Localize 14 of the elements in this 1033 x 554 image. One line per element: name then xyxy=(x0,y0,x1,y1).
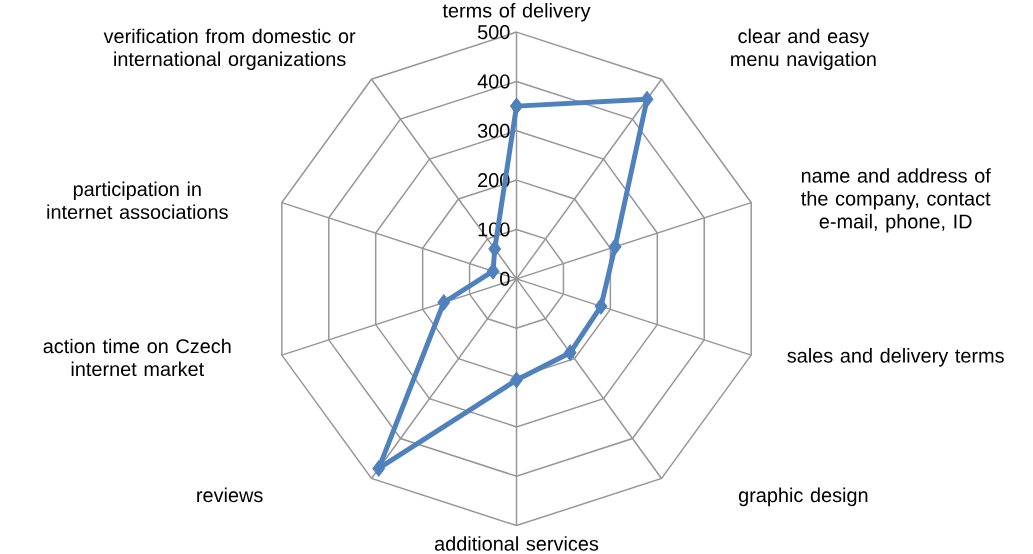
y-tick-label: 500 xyxy=(477,25,510,40)
spoke-label: action time on Czech internet market xyxy=(43,338,231,377)
y-tick-label: 0 xyxy=(500,271,510,286)
spoke-label: participation in internet associations xyxy=(47,181,228,220)
spoke-label: clear and easy menu navigation xyxy=(731,28,876,71)
spoke-label: sales and delivery terms xyxy=(787,348,1004,367)
spoke-label: graphic design xyxy=(738,487,868,507)
y-tick-label: 300 xyxy=(477,123,510,138)
spoke-label: additional services xyxy=(434,536,599,551)
spoke-label: reviews xyxy=(197,487,263,503)
spoke-label: name and address of the company, contact e-mail, phone, ID xyxy=(801,168,991,233)
y-tick-label: 400 xyxy=(477,74,510,89)
spoke-label: verification from domestic or international organizations xyxy=(103,28,356,71)
spoke-label: terms of delivery xyxy=(442,3,591,22)
